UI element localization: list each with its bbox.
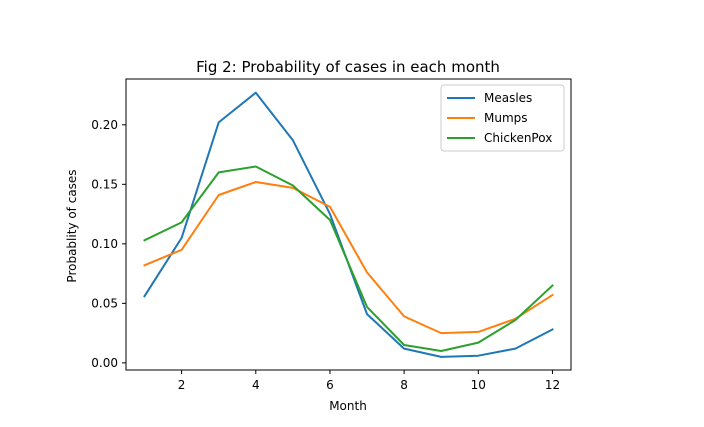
y-tick-label: 0.15 xyxy=(91,177,118,191)
x-axis-label: Month xyxy=(329,399,367,413)
x-axis: 2 4 6 8 10 12 xyxy=(178,370,560,392)
series-layer xyxy=(143,91,554,358)
series-line-chickenpox xyxy=(143,165,554,352)
y-axis-label: Probablity of cases xyxy=(65,169,79,282)
x-tick-label: 6 xyxy=(326,378,334,392)
y-tick-label: 0.20 xyxy=(91,118,118,132)
y-tick-label: 0.05 xyxy=(91,296,118,310)
plot-area xyxy=(125,78,572,371)
x-tick-label: 2 xyxy=(178,378,186,392)
y-tick-label: 0.00 xyxy=(91,356,118,370)
legend-items: Measles Mumps ChickenPox xyxy=(447,91,552,145)
series-line-mumps xyxy=(143,181,554,335)
legend-label-mumps: Mumps xyxy=(484,111,528,125)
x-tick-label: 8 xyxy=(400,378,408,392)
x-tick-label: 10 xyxy=(471,378,486,392)
x-tick-label: 12 xyxy=(545,378,560,392)
y-tick-label: 0.10 xyxy=(91,237,118,251)
chart-legend: Measles Mumps ChickenPox xyxy=(440,84,565,152)
legend-label-measles: Measles xyxy=(484,91,532,105)
legend-box xyxy=(440,84,565,152)
y-axis: 0.00 0.05 0.10 0.15 0.20 xyxy=(91,118,126,370)
legend-label-chickenpox: ChickenPox xyxy=(484,131,552,145)
chart-title: Fig 2: Probability of cases in each mont… xyxy=(196,58,500,76)
plot-frame xyxy=(125,78,572,371)
x-tick-label: 4 xyxy=(252,378,260,392)
